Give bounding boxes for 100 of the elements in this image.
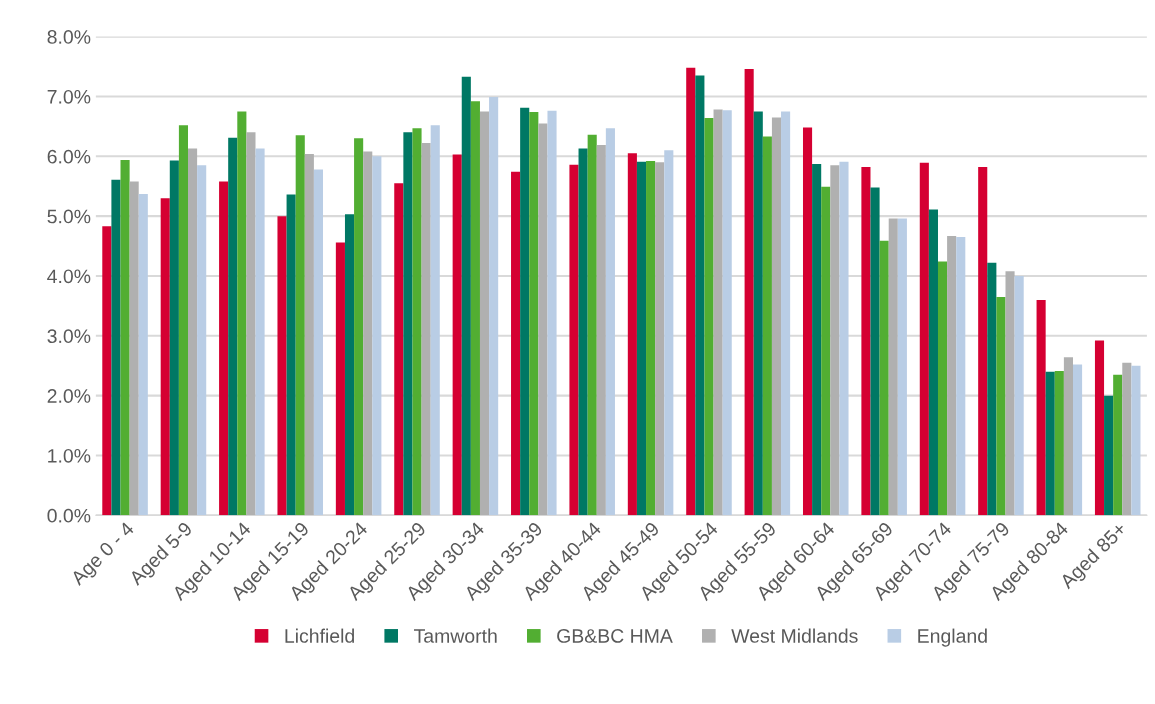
bar <box>1054 371 1064 516</box>
bar <box>295 135 305 516</box>
bar <box>1104 395 1114 516</box>
bar <box>879 240 889 516</box>
bar <box>722 110 732 516</box>
bar <box>169 160 179 516</box>
bar <box>888 218 898 516</box>
bar <box>897 218 907 516</box>
bar <box>219 181 229 516</box>
bar <box>228 137 238 516</box>
bar <box>160 198 170 516</box>
y-tick-label: 5.0% <box>47 209 91 224</box>
bar <box>1094 340 1105 516</box>
bar <box>430 125 440 516</box>
y-tick-label: 3.0% <box>47 329 91 344</box>
bar <box>511 171 521 516</box>
bar <box>1014 275 1024 516</box>
bar <box>753 111 763 516</box>
bar <box>452 154 462 516</box>
bar <box>636 161 647 516</box>
bar <box>802 127 813 516</box>
bar <box>839 161 849 516</box>
legend-label: Tamworth <box>414 628 497 643</box>
bar <box>870 187 880 516</box>
bar <box>479 111 490 516</box>
bar <box>354 138 364 516</box>
y-tick-label: 8.0% <box>47 30 91 44</box>
y-tick-label: 4.0% <box>47 269 91 284</box>
y-tick-label: 0.0% <box>47 508 91 523</box>
bar <box>919 162 929 516</box>
bar <box>664 150 674 516</box>
legend-label: West Midlands <box>731 628 858 643</box>
bar <box>412 128 422 516</box>
bar <box>713 109 723 516</box>
bar <box>587 134 597 516</box>
legend-label: GB&BC HMA <box>557 629 673 643</box>
bar <box>344 214 355 516</box>
bar <box>421 143 431 516</box>
bar <box>1036 299 1046 516</box>
bar <box>704 117 714 516</box>
bar <box>1113 374 1123 516</box>
bar <box>304 153 314 516</box>
bar <box>246 132 256 516</box>
legend-label: England <box>918 628 987 647</box>
bar <box>996 296 1006 516</box>
bar <box>646 161 656 516</box>
bar <box>928 209 938 516</box>
bar <box>394 183 404 516</box>
bar <box>744 68 754 516</box>
bar <box>1072 364 1083 516</box>
bar <box>1131 365 1141 516</box>
bar <box>569 164 579 516</box>
bar <box>120 159 130 516</box>
bar <box>547 110 557 516</box>
bar <box>197 165 207 516</box>
bar <box>372 156 382 516</box>
bar <box>781 111 791 516</box>
bar <box>1063 357 1073 516</box>
bar <box>762 136 772 516</box>
bar <box>987 262 997 516</box>
bar <box>538 123 548 516</box>
y-tick-label: 7.0% <box>47 89 91 104</box>
y-tick-label: 2.0% <box>47 389 91 403</box>
bar <box>313 169 324 516</box>
bar <box>237 111 247 516</box>
bar <box>695 75 705 516</box>
bar <box>627 153 637 516</box>
bar <box>956 237 966 516</box>
bar <box>277 216 287 516</box>
bar <box>489 97 499 516</box>
y-tick-label: 1.0% <box>48 448 91 463</box>
bar <box>129 181 139 516</box>
bar <box>255 148 265 516</box>
bar <box>520 107 530 516</box>
bar <box>138 193 148 516</box>
bar <box>529 112 539 516</box>
bar <box>461 76 471 516</box>
bar <box>686 67 696 516</box>
y-tick-label: 6.0% <box>47 149 91 164</box>
bar <box>771 117 782 516</box>
bar <box>363 151 373 516</box>
legend-label: Lichfield <box>285 628 354 643</box>
bar <box>578 148 588 516</box>
bar <box>947 235 957 516</box>
bar <box>1122 362 1132 516</box>
bar <box>1045 371 1055 516</box>
bar <box>596 144 606 516</box>
bar <box>655 162 665 516</box>
bar <box>812 164 822 516</box>
bar <box>830 165 840 516</box>
bar <box>188 148 198 516</box>
bar <box>470 101 480 516</box>
bar <box>1005 271 1015 516</box>
bar <box>821 186 831 516</box>
bar <box>102 226 112 516</box>
bar <box>335 242 345 516</box>
bar <box>861 167 871 516</box>
bar <box>978 167 988 516</box>
bar <box>111 179 121 516</box>
bar <box>178 125 189 516</box>
